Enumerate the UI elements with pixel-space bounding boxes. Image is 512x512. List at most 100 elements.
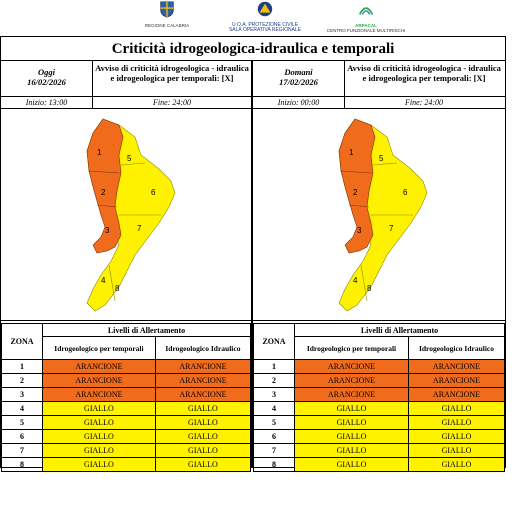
table-row: 1 ARANCIONE ARANCIONE <box>253 359 506 374</box>
arpacal-icon <box>358 7 374 15</box>
day-date: 17/02/2026 <box>279 77 318 87</box>
time-start: Inizio: 00:00 <box>253 97 345 109</box>
col-temporali-header: Idrogeologico per temporali <box>42 336 156 360</box>
col-idraulico-header: Idrogeologico Idraulico <box>154 336 252 360</box>
table-row: 2 ARANCIONE ARANCIONE <box>253 373 506 388</box>
level-temporali: ARANCIONE <box>42 373 156 388</box>
table-row: 8 GIALLO GIALLO <box>253 457 506 472</box>
level-temporali: ARANCIONE <box>294 373 409 388</box>
day-label-cell: Domani 17/02/2026 <box>253 61 345 97</box>
level-temporali: GIALLO <box>42 443 156 458</box>
map-label: 7 <box>137 224 142 233</box>
zone-number: 8 <box>1 457 43 472</box>
table-row: 6 GIALLO GIALLO <box>253 429 506 444</box>
zone-number: 1 <box>1 359 43 374</box>
level-idraulico: GIALLO <box>154 415 252 430</box>
day-header: Domani 17/02/2026 Avviso di criticità id… <box>253 61 505 97</box>
map-zone-west-1-3 <box>86 118 124 254</box>
protezione-civile-logo: U.O.A. PROTEZIONE CIVILE SALA OPERATIVA … <box>210 0 320 33</box>
map-label: 5 <box>379 154 384 163</box>
table-row: 7 GIALLO GIALLO <box>1 443 252 458</box>
level-idraulico: GIALLO <box>407 457 506 472</box>
map-label: 1 <box>97 148 102 157</box>
table-row: 2 ARANCIONE ARANCIONE <box>1 373 252 388</box>
arpacal-sub: CENTRO FUNZIONALE MULTIRISCHI <box>326 28 406 33</box>
map-label: 4 <box>101 276 106 285</box>
map-label: 8 <box>367 284 372 293</box>
map-boundary-4-8 <box>108 264 116 302</box>
regione-calabria-logo: REGIONE CALABRIA <box>142 0 192 28</box>
table-row: 3 ARANCIONE ARANCIONE <box>1 387 252 402</box>
time-end: Fine: 24:00 <box>153 98 191 107</box>
zone-number: 3 <box>1 387 43 402</box>
bulletin-frame: Criticità idrogeologica-idraulica e temp… <box>0 36 506 472</box>
table-row: 4 GIALLO GIALLO <box>253 401 506 416</box>
map-label: 2 <box>101 188 106 197</box>
level-temporali: GIALLO <box>294 457 409 472</box>
map-boundary-4-8 <box>360 264 368 302</box>
day-panel-today: Oggi 16/02/2026 Avviso di criticità idro… <box>1 61 253 472</box>
table-row: 7 GIALLO GIALLO <box>253 443 506 458</box>
avviso-text: Avviso di criticità idrogeologica - idra… <box>95 63 249 83</box>
zone-number: 2 <box>253 373 295 388</box>
time-row: Inizio: 13:00 Fine: 24:00 <box>1 97 251 109</box>
map-zone-west-1-3 <box>338 118 376 254</box>
map-boundary-5-6 <box>372 162 398 166</box>
zone-number: 5 <box>253 415 295 430</box>
level-idraulico: ARANCIONE <box>154 373 252 388</box>
map-boundary-2-3 <box>348 204 370 208</box>
map-label: 3 <box>105 226 110 235</box>
bulletin-title: Criticità idrogeologica-idraulica e temp… <box>1 37 505 61</box>
level-idraulico: GIALLO <box>407 443 506 458</box>
map-label: 8 <box>115 284 120 293</box>
level-temporali: GIALLO <box>42 429 156 444</box>
level-temporali: GIALLO <box>294 429 409 444</box>
alert-table-body: 1 ARANCIONE ARANCIONE 2 ARANCIONE ARANCIONE 3 A… <box>253 359 506 472</box>
level-temporali: GIALLO <box>42 401 156 416</box>
zone-number: 3 <box>253 387 295 402</box>
map-label: 7 <box>389 224 394 233</box>
zone-number: 8 <box>253 457 295 472</box>
level-idraulico: GIALLO <box>154 401 252 416</box>
col-idraulico-header: Idrogeologico Idraulico <box>407 336 506 360</box>
alert-table: ZONA Livelli di Allertamento Idrogeologi… <box>1 323 252 472</box>
table-row: 8 GIALLO GIALLO <box>1 457 252 472</box>
protezione-civile-icon <box>257 1 273 17</box>
alert-table-body: 1 ARANCIONE ARANCIONE 2 ARANCIONE ARANCIONE 3 A… <box>1 359 252 472</box>
map-boundary-1-2 <box>88 170 120 174</box>
alert-map-area: 1 2 3 4 5 6 7 8 <box>253 109 505 321</box>
table-row: 1 ARANCIONE ARANCIONE <box>1 359 252 374</box>
table-row: 3 ARANCIONE ARANCIONE <box>253 387 506 402</box>
day-label: Oggi <box>38 67 55 77</box>
zone-number: 7 <box>1 443 43 458</box>
col-temporali-header: Idrogeologico per temporali <box>294 336 409 360</box>
level-temporali: ARANCIONE <box>42 359 156 374</box>
levels-header: Livelli di Allertamento <box>294 323 505 337</box>
map-label: 1 <box>349 148 354 157</box>
level-temporali: ARANCIONE <box>294 359 409 374</box>
avviso-text: Avviso di criticità idrogeologica - idra… <box>347 63 501 83</box>
level-idraulico: GIALLO <box>154 457 252 472</box>
calabria-crest-icon <box>160 1 174 18</box>
day-label-cell: Oggi 16/02/2026 <box>1 61 93 97</box>
level-idraulico: GIALLO <box>407 429 506 444</box>
alert-map-area: 1 2 3 4 5 6 7 8 <box>1 109 251 321</box>
alert-table: ZONA Livelli di Allertamento Idrogeologi… <box>253 323 506 472</box>
map-boundary-2-3 <box>96 204 118 208</box>
calabria-caption: REGIONE CALABRIA <box>144 23 190 28</box>
zona-header: ZONA <box>253 323 295 360</box>
map-label: 6 <box>403 188 408 197</box>
time-start: Inizio: 13:00 <box>1 97 93 109</box>
level-idraulico: ARANCIONE <box>407 387 506 402</box>
prot-line1: U.O.A. PROTEZIONE CIVILE <box>231 22 299 28</box>
table-row: 5 GIALLO GIALLO <box>1 415 252 430</box>
level-idraulico: ARANCIONE <box>154 387 252 402</box>
level-temporali: GIALLO <box>294 401 409 416</box>
level-temporali: GIALLO <box>42 457 156 472</box>
time-row: Inizio: 00:00 Fine: 24:00 <box>253 97 505 109</box>
map-boundary-5-6 <box>120 162 146 166</box>
zone-number: 4 <box>1 401 43 416</box>
zone-number: 2 <box>1 373 43 388</box>
level-temporali: GIALLO <box>42 415 156 430</box>
map-label: 5 <box>127 154 132 163</box>
